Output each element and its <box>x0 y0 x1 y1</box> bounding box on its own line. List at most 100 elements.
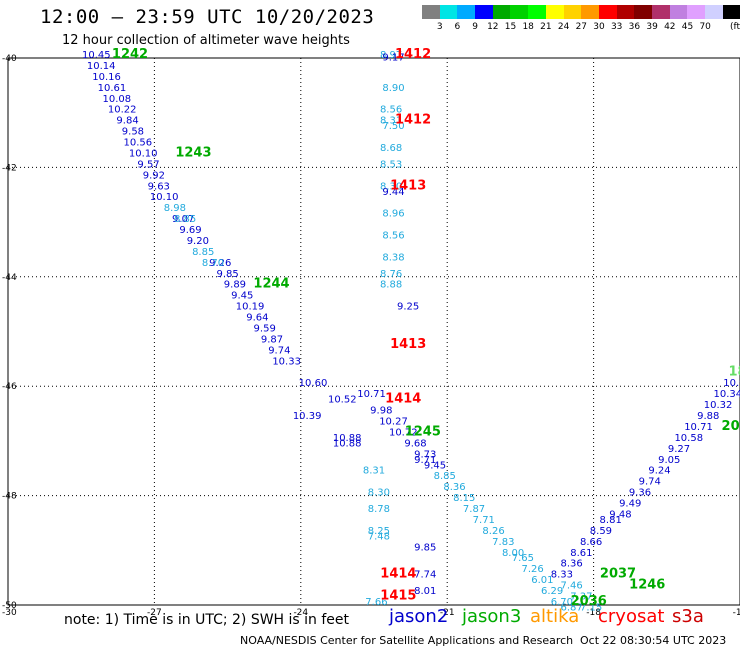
time-label: 1245 <box>405 424 441 439</box>
colorbar-swatch <box>705 5 723 19</box>
swh-value-label: 9.88 <box>697 411 719 422</box>
lon-tick-label: -15 <box>733 608 740 618</box>
page-subtitle: 12 hour collection of altimeter wave hei… <box>62 33 350 48</box>
time-label: 1414 <box>385 392 421 407</box>
time-label: 1414 <box>380 567 416 582</box>
colorbar-label: 15 <box>504 22 517 32</box>
time-label: 1413 <box>390 337 426 352</box>
swh-value-label: 10.71 <box>684 422 713 433</box>
colorbar-swatch <box>687 5 705 19</box>
legend-s3a: s3a <box>672 606 704 627</box>
swh-value-label: 8.53 <box>380 159 402 170</box>
swh-value-label: 10.61 <box>98 83 127 94</box>
swh-value-label: 9.85 <box>414 542 436 553</box>
lon-tick-label: -21 <box>440 608 455 618</box>
footer-note: note: 1) Time is in UTC; 2) SWH is in fe… <box>64 612 350 628</box>
time-label: 2036 <box>571 594 607 609</box>
swh-value-label: 9.24 <box>648 466 670 477</box>
swh-value-label: 8.59 <box>590 526 612 537</box>
swh-value-label: 9.26 <box>209 258 231 269</box>
swh-value-label: 7.46 <box>561 581 583 592</box>
swh-value-label: 9.36 <box>629 488 651 499</box>
colorbar-label: 70 <box>699 22 711 32</box>
swh-value-label: 10.32 <box>704 400 733 411</box>
swh-value-label: 7.71 <box>473 515 495 526</box>
swh-value-label: 10.14 <box>87 61 116 72</box>
colorbar-label: 33 <box>610 22 623 32</box>
swh-value-label: 9.49 <box>619 499 641 510</box>
swh-value-label: 9.45 <box>424 460 446 471</box>
swh-value-label: 8.30 <box>380 181 402 192</box>
lon-tick-label: -18 <box>586 608 601 618</box>
swh-value-label: 8.85 <box>192 247 214 258</box>
swh-value-label: 9.57 <box>137 159 159 170</box>
lat-tick-label: -42 <box>2 163 17 173</box>
swh-value-label: 9.85 <box>216 269 238 280</box>
colorbar-label: 42 <box>664 22 676 32</box>
time-label: 2037 <box>600 567 636 582</box>
swh-value-label: 8.90 <box>382 83 404 94</box>
swh-value-label: 8.25 <box>368 526 390 537</box>
swh-value-label: 8.61 <box>570 548 592 559</box>
colorbar-swatch <box>598 5 617 19</box>
swh-value-label: 9.87 <box>261 334 283 345</box>
time-label: 1412 <box>395 47 431 62</box>
swh-value-label: 10.45 <box>82 50 111 61</box>
colorbar-label: 36 <box>628 22 641 32</box>
lon-tick-label: -27 <box>147 608 162 618</box>
colorbar-swatch <box>669 5 688 19</box>
swh-value-label: 9.48 <box>609 509 631 520</box>
corner-tick-label: -30 <box>2 608 17 618</box>
time-label: 1244 <box>253 277 289 292</box>
colorbar-swatch <box>492 5 511 19</box>
swh-value-label: 7.83 <box>492 537 514 548</box>
swh-value-label: 8.31 <box>380 116 402 127</box>
swh-value-label: 10.33 <box>272 356 301 367</box>
swh-value-label: 8.66 <box>580 537 602 548</box>
swh-value-label: 8.36 <box>561 559 583 570</box>
swh-value-label: 8.98 <box>164 203 186 214</box>
colorbar-unit: (ft) <box>730 22 740 32</box>
swh-value-label: 9.64 <box>246 313 268 324</box>
swh-value-label: 10.08 <box>103 94 132 105</box>
swh-value-label: 7.15 <box>580 602 602 613</box>
swh-value-label: 8.33 <box>551 570 573 581</box>
swh-value-label: 8.36 <box>443 482 465 493</box>
colorbar-swatch <box>722 5 740 19</box>
swh-value-label: 7.74 <box>414 570 436 581</box>
swh-value-label: 9.92 <box>143 170 165 181</box>
swh-value-label: 9.07 <box>172 214 194 225</box>
swh-value-label: 9.44 <box>382 187 404 198</box>
colorbar-label: 6 <box>454 22 461 32</box>
time-label: 18 <box>729 364 740 379</box>
swh-value-label: 9.74 <box>639 477 661 488</box>
credit-agency: NOAA/NESDIS Center for Satellite Applica… <box>240 634 574 647</box>
swh-value-label: 9.84 <box>116 116 138 127</box>
swh-value-label: 10.88 <box>333 433 362 444</box>
swh-value-label: 7.37 <box>570 592 592 603</box>
swh-value-label: 8.56 <box>382 231 404 242</box>
swh-value-label: 9.05 <box>658 455 680 466</box>
swh-value-label: 6.29 <box>541 586 563 597</box>
swh-value-label: 8.15 <box>453 493 475 504</box>
swh-value-label: 7.50 <box>382 121 404 132</box>
time-label: 1242 <box>112 47 148 62</box>
colorbar-swatch <box>616 5 635 19</box>
swh-value-label: 7.66 <box>365 597 387 608</box>
lat-tick-label: -48 <box>2 492 17 502</box>
swh-value-label: 7.48 <box>368 531 390 542</box>
swh-value-label: 9.27 <box>668 444 690 455</box>
time-label: 1413 <box>390 178 426 193</box>
colorbar-swatch <box>581 5 599 19</box>
swh-value-label: 9.59 <box>254 324 276 335</box>
swh-value-label: 7.87 <box>463 504 485 515</box>
swh-value-label: 10.39 <box>293 411 322 422</box>
swh-value-label: 6.87 <box>561 602 583 613</box>
swh-value-label: 10.19 <box>236 302 265 313</box>
swh-value-label: 8.97 <box>380 50 402 61</box>
legend-cryosat: cryosat <box>598 606 665 627</box>
swh-value-label: 10.58 <box>674 433 703 444</box>
legend-altika: altika <box>530 606 580 627</box>
colorbar-swatch <box>545 5 564 19</box>
